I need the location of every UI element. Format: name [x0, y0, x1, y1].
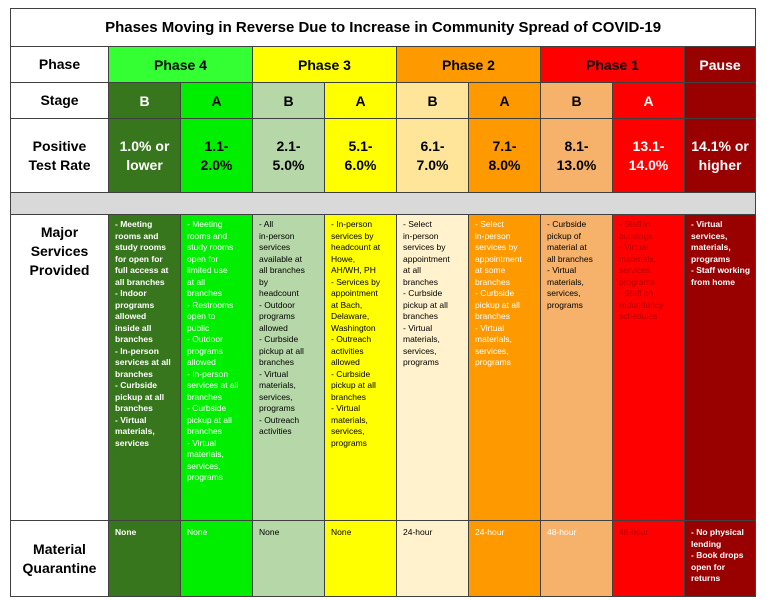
- rate-cell: 2.1- 5.0%: [252, 118, 325, 193]
- quarantine-cell: None: [252, 520, 325, 597]
- row-label-phase: Phase: [10, 46, 109, 83]
- phase-3-header: Phase 3: [252, 46, 397, 83]
- phases-table-container: Phases Moving in Reverse Due to Increase…: [9, 8, 757, 597]
- quarantine-cell: None: [180, 520, 253, 597]
- stage-cell: A: [468, 82, 541, 119]
- pause-quarantine-cell: - No physical lending - Book drops open …: [683, 520, 757, 597]
- quarantine-cell: None: [108, 520, 181, 597]
- rate-cell: 1.1- 2.0%: [180, 118, 253, 193]
- pause-rate-cell: 14.1% or higher: [683, 118, 757, 193]
- services-cell: - Select in-person services by appointme…: [468, 214, 541, 521]
- stage-cell: B: [396, 82, 469, 119]
- services-cell: - All in-person services available at al…: [252, 214, 325, 521]
- table-title: Phases Moving in Reverse Due to Increase…: [9, 8, 757, 47]
- phases-table: Phases Moving in Reverse Due to Increase…: [9, 8, 757, 597]
- quarantine-cell: 24-hour: [468, 520, 541, 597]
- services-cell: - Select in-person services by appointme…: [396, 214, 469, 521]
- stage-cell: A: [180, 82, 253, 119]
- pause-header: Pause: [683, 46, 757, 83]
- phase-4-header: Phase 4: [108, 46, 253, 83]
- quarantine-cell: 24-hour: [396, 520, 469, 597]
- rate-cell: 8.1- 13.0%: [540, 118, 613, 193]
- quarantine-cell: 48-hour: [540, 520, 613, 597]
- quarantine-cell: 48-hour: [612, 520, 685, 597]
- row-label-services: Major Services Provided: [10, 214, 109, 521]
- stage-cell: B: [108, 82, 181, 119]
- services-cell: - Meeting rooms and study rooms open for…: [180, 214, 253, 521]
- row-label-stage: Stage: [10, 82, 109, 119]
- row-label-quarantine: Material Quarantine: [10, 520, 109, 597]
- pause-services-cell: - Virtual services, materials, programs …: [683, 214, 757, 521]
- spacer-row: [9, 192, 757, 215]
- services-cell: - Curbside pickup of material at all bra…: [540, 214, 613, 521]
- stage-cell: B: [252, 82, 325, 119]
- row-label-rate: Positive Test Rate: [10, 118, 109, 193]
- services-cell: - In-person services by headcount at How…: [324, 214, 397, 521]
- services-cell: - Meeting rooms and study rooms for open…: [108, 214, 181, 521]
- pause-stage-cell: [683, 82, 757, 119]
- services-cell: - Staff in buildings - Virtual materials…: [612, 214, 685, 521]
- rate-cell: 5.1- 6.0%: [324, 118, 397, 193]
- rate-cell: 6.1- 7.0%: [396, 118, 469, 193]
- rate-cell: 1.0% or lower: [108, 118, 181, 193]
- stage-cell: A: [612, 82, 685, 119]
- rate-cell: 7.1- 8.0%: [468, 118, 541, 193]
- phase-2-header: Phase 2: [396, 46, 541, 83]
- rate-cell: 13.1- 14.0%: [612, 118, 685, 193]
- stage-cell: B: [540, 82, 613, 119]
- stage-cell: A: [324, 82, 397, 119]
- quarantine-cell: None: [324, 520, 397, 597]
- phase-1-header: Phase 1: [540, 46, 685, 83]
